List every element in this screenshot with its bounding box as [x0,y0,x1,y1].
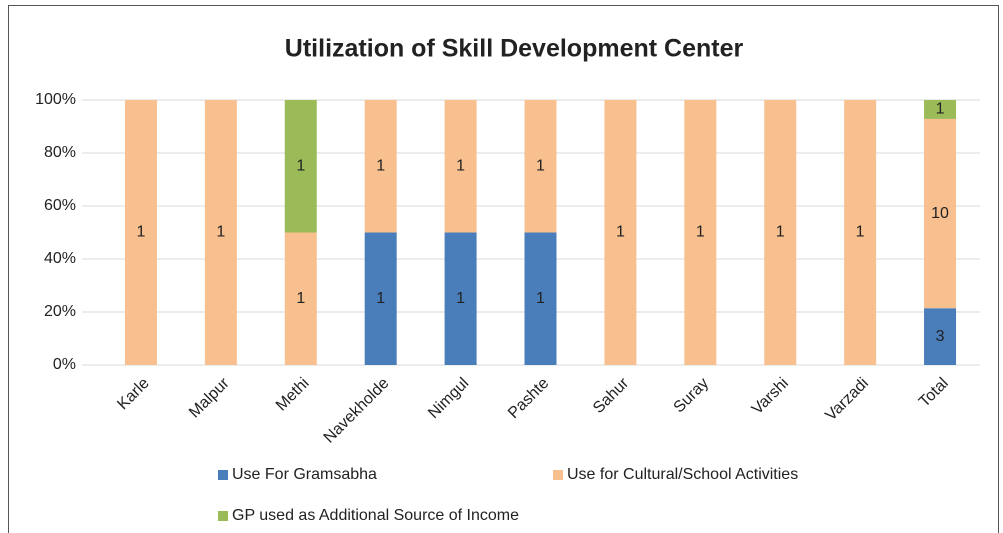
data-label: 1 [456,290,465,307]
legend-swatch [553,470,563,480]
bar-segment [764,100,797,365]
bar-segment [364,232,397,365]
bar-segment [604,100,637,365]
chart-title: Utilization of Skill Development Center [285,35,744,63]
bar-segment [444,100,477,233]
data-label: 1 [696,224,705,241]
data-label: 3 [936,328,945,345]
legend-label: Use for Cultural/School Activities [567,466,798,483]
bar-segment [684,100,717,365]
y-tick-label: 40% [44,250,76,267]
data-label: 1 [936,101,945,118]
y-tick-label: 80% [44,144,76,161]
data-label: 1 [376,290,385,307]
legend-label: GP used as Additional Source of Income [232,507,519,524]
data-label: 1 [856,224,865,241]
bar-segment [924,118,957,309]
data-label: 1 [216,224,225,241]
data-label: 1 [616,224,625,241]
y-tick-label: 0% [53,356,76,373]
data-label: 1 [137,224,146,241]
data-label: 1 [296,157,305,174]
bar-segment [924,308,957,365]
chart-border [8,5,999,533]
data-label: 1 [536,157,545,174]
x-tick-label: Nimgul [425,375,472,422]
data-label: 1 [776,224,785,241]
x-tick-label: Pashte [505,375,552,422]
y-tick-label: 60% [44,197,76,214]
x-tick-label: Methi [273,375,313,415]
bar-segment [284,100,317,233]
bar-segment [524,232,557,365]
data-label: 1 [456,157,465,174]
x-tick-label: Sahur [590,374,633,417]
x-tick-label: Total [916,375,952,411]
x-tick-label: Varzadi [822,375,872,425]
legend-label: Use For Gramsabha [232,466,377,483]
bar-segment [924,100,957,119]
data-label: 1 [376,157,385,174]
bar-segment [124,100,157,365]
bar-segment [364,100,397,233]
bar-segment [284,232,317,365]
bar-segment [524,100,557,233]
x-tick-label: Suray [671,375,713,417]
x-tick-label: Varshi [749,375,792,418]
y-tick-label: 20% [44,303,76,320]
bar-segment [444,232,477,365]
x-tick-label: Navekholde [321,375,393,447]
x-tick-label: Malpur [186,374,233,421]
x-tick-label: Karle [114,375,153,414]
data-label: 1 [296,290,305,307]
legend-swatch [218,470,228,480]
data-label: 1 [536,290,545,307]
bar-segment [844,100,877,365]
y-tick-label: 100% [35,91,76,108]
legend-swatch [218,511,228,521]
bar-segment [204,100,237,365]
data-label: 10 [931,205,949,222]
